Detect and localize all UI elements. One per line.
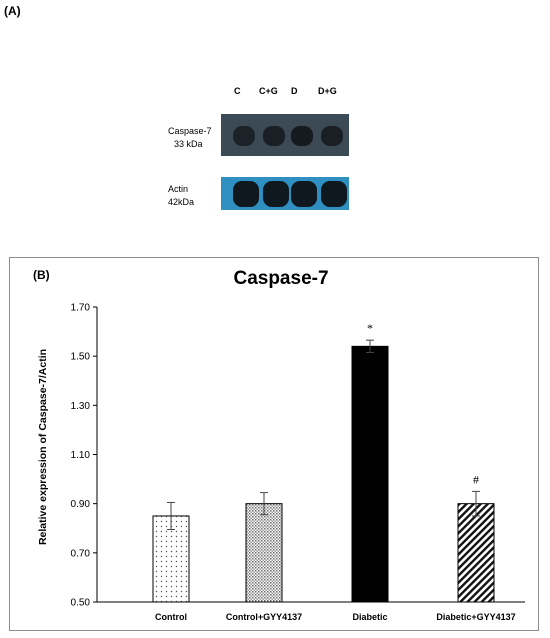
x-category-label: Diabetic — [352, 612, 387, 622]
blot-lane-label: C — [234, 86, 241, 96]
bar — [152, 515, 190, 603]
panel-b-label: (B) — [33, 268, 50, 282]
bar — [351, 345, 389, 603]
y-tick-label: 1.30 — [71, 401, 91, 412]
x-category-label: Control+GYY4137 — [226, 612, 302, 622]
y-tick-label: 1.70 — [71, 303, 91, 314]
y-axis-label: Relative expression of Caspase-7/Actin — [37, 349, 49, 545]
caspase-name: Caspase-7 — [168, 126, 212, 136]
blot-band — [233, 126, 255, 146]
bar — [457, 503, 495, 603]
chart-title: Caspase-7 — [233, 268, 329, 289]
blot-band — [321, 181, 347, 207]
significance-mark: * — [367, 321, 373, 335]
y-tick-label: 1.50 — [71, 352, 91, 363]
y-tick-label: 0.70 — [71, 548, 91, 559]
blot-band — [291, 181, 317, 207]
panel-a-label: (A) — [4, 4, 21, 18]
blot-band — [321, 126, 343, 146]
blot-lane-label: D+G — [318, 86, 337, 96]
significance-mark: # — [473, 472, 479, 486]
y-tick-label: 0.50 — [71, 598, 91, 609]
bar — [245, 503, 283, 603]
caspase-size: 33 kDa — [174, 139, 203, 149]
blot-lane-label: C+G — [259, 86, 278, 96]
caspase-row-label: Caspase-7 33 kDa — [168, 125, 212, 151]
blot-band — [263, 126, 285, 146]
x-category-label: Diabetic+GYY4137 — [436, 612, 515, 622]
blot-band — [263, 181, 289, 207]
blot-lane-label: D — [291, 86, 298, 96]
caspase-blot-image — [221, 114, 349, 156]
y-tick-label: 0.90 — [71, 499, 91, 510]
y-tick-label: 1.10 — [71, 450, 91, 461]
actin-blot-image — [221, 177, 349, 210]
blot-band — [233, 181, 259, 207]
chart-frame — [9, 257, 539, 631]
x-category-label: Control — [155, 612, 187, 622]
actin-row-label: Actin 42kDa — [168, 183, 194, 209]
blot-band — [291, 126, 313, 146]
actin-size: 42kDa — [168, 197, 195, 207]
actin-name: Actin — [168, 184, 189, 194]
